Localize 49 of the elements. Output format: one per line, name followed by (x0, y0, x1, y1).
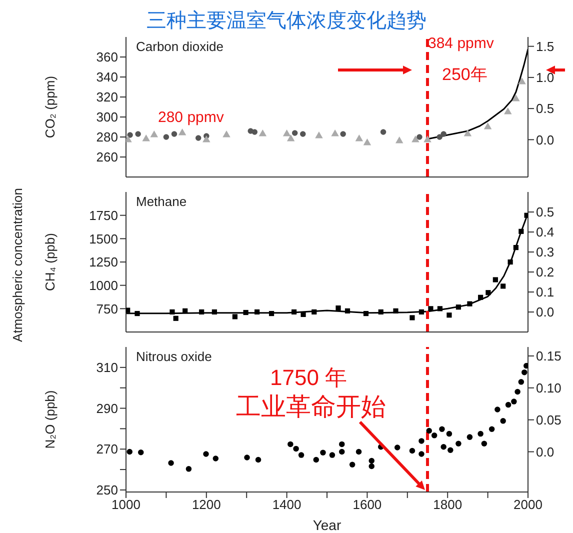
annotation: Nitrous oxide (136, 349, 212, 364)
x-tick-label: 2000 (514, 497, 542, 512)
y2-tick-label: 1.0 (536, 70, 554, 86)
x-tick-label: 1200 (192, 497, 221, 512)
chart-title: 三种主要温室气体浓度变化趋势 (146, 8, 428, 32)
y-tick-label: 250 (96, 482, 118, 498)
y-tick-label: 1500 (89, 231, 118, 246)
y-axis-title: N₂O (ppb) (42, 390, 58, 449)
y2-tick-label: 0.0 (536, 304, 554, 320)
y2-tick-label: 0.05 (536, 412, 562, 428)
y2-tick-label: 0.5 (536, 101, 554, 116)
annotation: 工业革命开始 (236, 393, 386, 422)
y2-tick-label: 0.3 (536, 244, 554, 260)
y-tick-label: 1750 (89, 208, 118, 223)
annotation: Methane (136, 194, 187, 210)
x-axis-title: Year (312, 517, 342, 533)
annotation: Carbon dioxide (136, 39, 224, 54)
y-tick-label: 260 (96, 150, 118, 165)
y-tick-label: 310 (96, 360, 118, 376)
x-tick-label: 1600 (352, 497, 382, 512)
y2-tick-label: 0.4 (536, 224, 554, 240)
annotation: 280 ppmv (158, 109, 224, 126)
text: Atmospheric concentration (10, 188, 25, 342)
y-tick-label: 290 (96, 400, 118, 416)
y-tick-label: 360 (96, 50, 118, 65)
y-tick-label: 300 (96, 110, 118, 125)
y2-tick-label: 0.1 (536, 284, 554, 300)
y2-tick-label: 0.2 (536, 264, 554, 280)
y-tick-label: 320 (96, 90, 118, 105)
y2-tick-label: 0.10 (536, 380, 562, 396)
y2-tick-label: 0.0 (536, 132, 554, 148)
y-tick-label: 280 (96, 130, 118, 145)
annotation: 1750 年 (270, 365, 348, 390)
y-axis-title: CO₂ (ppm) (42, 76, 58, 138)
annotation: 384 ppmv (428, 35, 494, 52)
y-tick-label: 750 (96, 301, 118, 316)
x-tick-label: 1000 (112, 497, 140, 512)
y-tick-label: 340 (96, 70, 118, 85)
y2-tick-label: 0.0 (536, 444, 554, 460)
y-tick-label: 1000 (89, 278, 118, 293)
y-axis-title: CH₄ (ppb) (42, 232, 58, 292)
x-tick-label: 1800 (433, 497, 462, 512)
y2-tick-label: 0.5 (536, 204, 554, 220)
y2-tick-label: 1.5 (536, 38, 554, 54)
x-tick-label: 1400 (272, 497, 302, 512)
y-tick-label: 1250 (89, 254, 118, 270)
y2-tick-label: 0.15 (536, 348, 562, 364)
y-tick-label: 270 (96, 442, 118, 457)
annotation: 250年 (442, 65, 488, 85)
